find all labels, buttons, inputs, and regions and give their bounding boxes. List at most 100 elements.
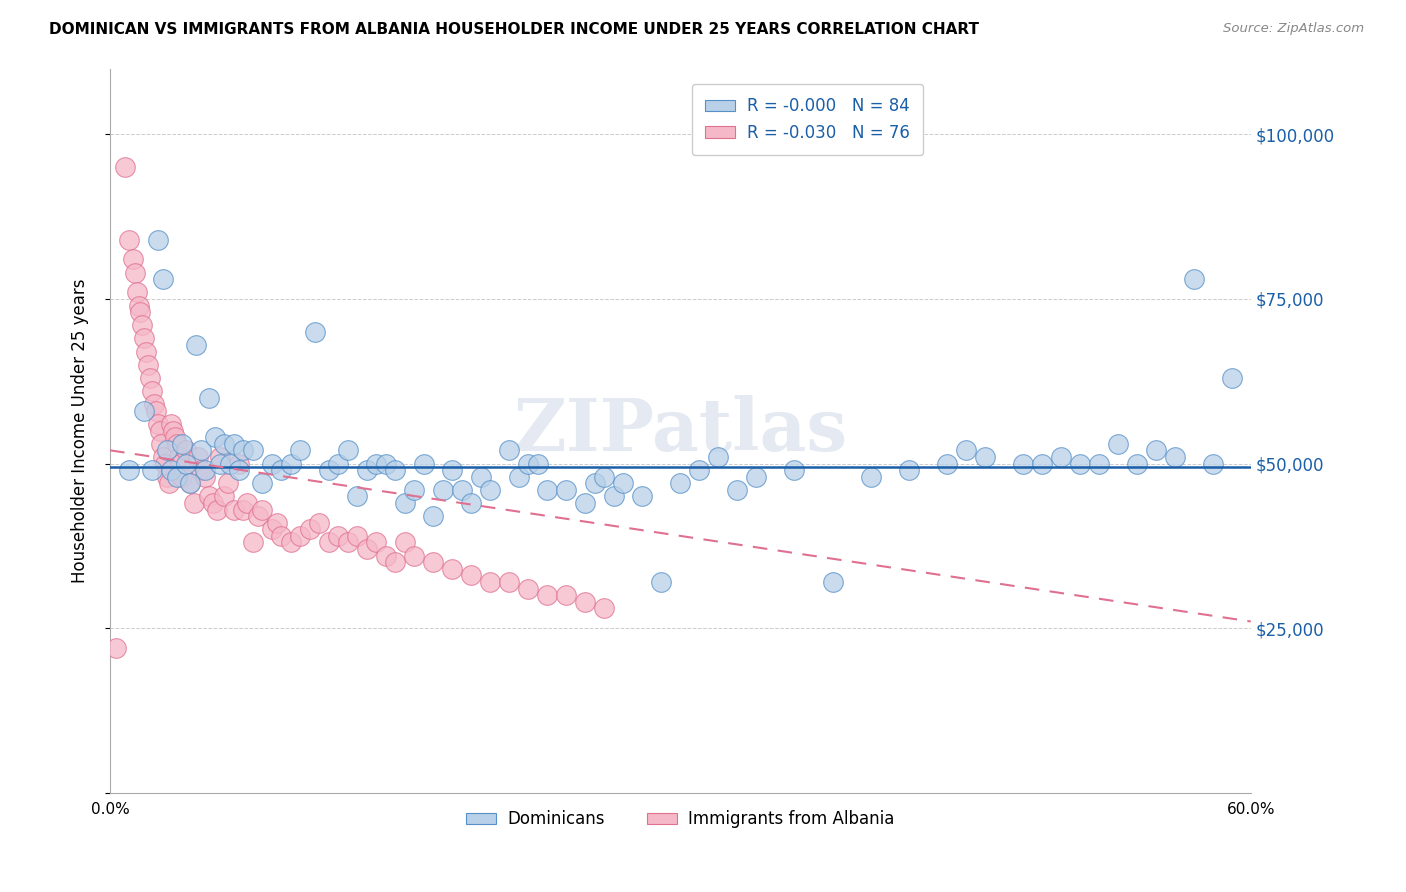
Point xyxy=(152,272,174,286)
Point xyxy=(260,457,283,471)
Point xyxy=(669,476,692,491)
Point xyxy=(356,463,378,477)
Point xyxy=(128,298,150,312)
Point xyxy=(174,457,197,471)
Point xyxy=(384,555,406,569)
Point xyxy=(517,582,540,596)
Point xyxy=(460,496,482,510)
Point xyxy=(593,469,616,483)
Point xyxy=(190,463,212,477)
Point xyxy=(374,549,396,563)
Point xyxy=(139,371,162,385)
Point xyxy=(194,469,217,483)
Point xyxy=(441,463,464,477)
Point xyxy=(422,509,444,524)
Point xyxy=(374,457,396,471)
Point xyxy=(198,490,221,504)
Point xyxy=(498,443,520,458)
Point xyxy=(412,457,434,471)
Point xyxy=(356,542,378,557)
Point xyxy=(318,535,340,549)
Point xyxy=(574,496,596,510)
Point xyxy=(536,588,558,602)
Point xyxy=(527,457,550,471)
Point xyxy=(727,483,749,497)
Point xyxy=(536,483,558,497)
Point xyxy=(204,430,226,444)
Point xyxy=(217,476,239,491)
Point xyxy=(166,436,188,450)
Point xyxy=(247,509,270,524)
Point xyxy=(174,443,197,458)
Point xyxy=(366,457,388,471)
Point xyxy=(134,404,156,418)
Point xyxy=(1069,457,1091,471)
Point xyxy=(1144,443,1167,458)
Point xyxy=(114,161,136,175)
Point xyxy=(228,457,250,471)
Point xyxy=(160,417,183,431)
Point xyxy=(470,469,492,483)
Point xyxy=(441,562,464,576)
Point xyxy=(498,574,520,589)
Point xyxy=(122,252,145,267)
Point xyxy=(404,483,426,497)
Point xyxy=(432,483,454,497)
Point xyxy=(169,457,191,471)
Point xyxy=(179,476,201,491)
Point xyxy=(134,331,156,345)
Point xyxy=(183,496,205,510)
Point xyxy=(266,516,288,530)
Point xyxy=(745,469,768,483)
Point xyxy=(859,469,882,483)
Point xyxy=(346,490,368,504)
Point xyxy=(156,469,179,483)
Point xyxy=(190,443,212,458)
Point xyxy=(212,436,235,450)
Point xyxy=(157,476,180,491)
Point xyxy=(298,522,321,536)
Point xyxy=(328,457,350,471)
Point xyxy=(250,502,273,516)
Point xyxy=(508,469,530,483)
Y-axis label: Householder Income Under 25 years: Householder Income Under 25 years xyxy=(72,278,89,582)
Point xyxy=(124,266,146,280)
Text: DOMINICAN VS IMMIGRANTS FROM ALBANIA HOUSEHOLDER INCOME UNDER 25 YEARS CORRELATI: DOMINICAN VS IMMIGRANTS FROM ALBANIA HOU… xyxy=(49,22,979,37)
Point xyxy=(148,424,170,438)
Point xyxy=(212,490,235,504)
Point xyxy=(346,529,368,543)
Point xyxy=(422,555,444,569)
Point xyxy=(1049,450,1071,464)
Point xyxy=(141,384,163,398)
Point xyxy=(172,469,194,483)
Point xyxy=(1011,457,1033,471)
Point xyxy=(631,490,654,504)
Point xyxy=(232,443,254,458)
Point xyxy=(162,424,184,438)
Point xyxy=(404,549,426,563)
Point xyxy=(366,535,388,549)
Point xyxy=(935,457,957,471)
Point xyxy=(145,404,167,418)
Point xyxy=(222,502,245,516)
Point xyxy=(242,443,264,458)
Point xyxy=(290,443,312,458)
Point xyxy=(125,285,148,300)
Point xyxy=(166,469,188,483)
Point xyxy=(650,574,672,589)
Point xyxy=(129,305,152,319)
Point xyxy=(222,436,245,450)
Point xyxy=(184,338,207,352)
Point xyxy=(141,463,163,477)
Point xyxy=(583,476,606,491)
Point xyxy=(131,318,153,333)
Point xyxy=(260,522,283,536)
Point xyxy=(160,463,183,477)
Point xyxy=(228,463,250,477)
Point xyxy=(897,463,920,477)
Point xyxy=(201,496,224,510)
Point xyxy=(973,450,995,464)
Point xyxy=(479,483,502,497)
Point xyxy=(603,490,626,504)
Point xyxy=(783,463,806,477)
